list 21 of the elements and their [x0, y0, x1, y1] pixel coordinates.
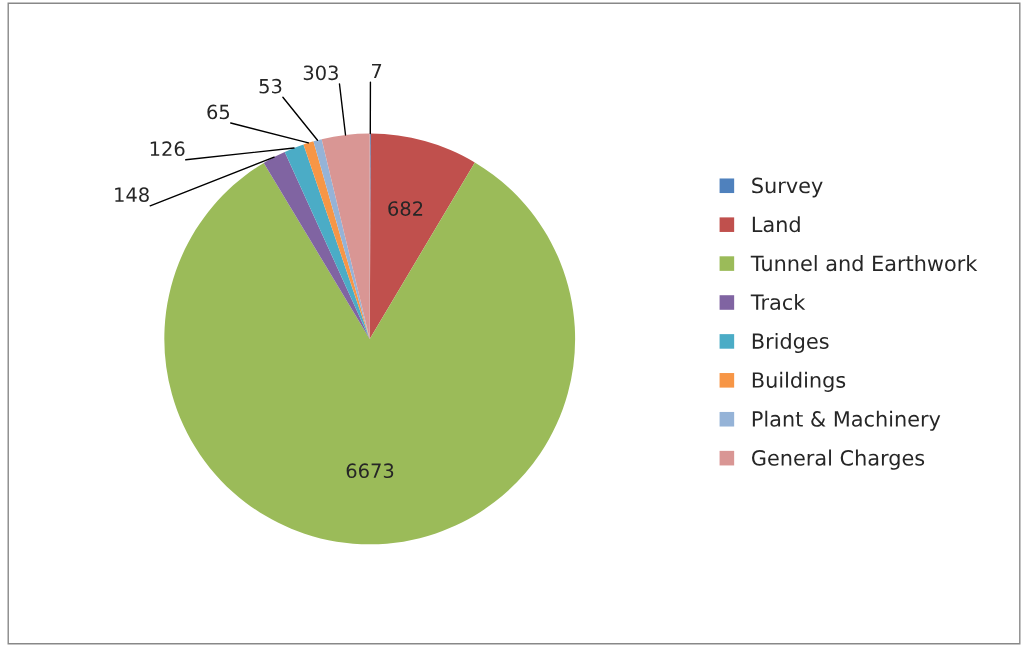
data-label: 126 [150, 141, 185, 157]
legend-label: Buildings [752, 371, 846, 392]
data-label: 148 [115, 187, 149, 203]
pie-slice [164, 162, 576, 545]
data-label: 6673 [346, 463, 394, 479]
pie-slice [263, 151, 370, 339]
legend-label: General Charges [751, 449, 925, 470]
pie-slice [321, 133, 370, 339]
legend-label: Bridges [752, 332, 829, 354]
data-label: 303 [303, 65, 338, 81]
legend-label: Survey [752, 177, 823, 198]
data-label: 65 [207, 104, 230, 120]
pie-slice [369, 133, 475, 339]
data-label: 53 [259, 78, 282, 94]
legend-label: Plant & Machinery [752, 410, 941, 431]
legend-label: Land [752, 216, 800, 233]
legend-label: Track [750, 293, 806, 311]
data-label: 7 [372, 63, 382, 79]
legend-label: Tunnel and Earthwork [750, 255, 978, 272]
data-label: 682 [388, 201, 423, 216]
pie-slice [284, 144, 370, 339]
